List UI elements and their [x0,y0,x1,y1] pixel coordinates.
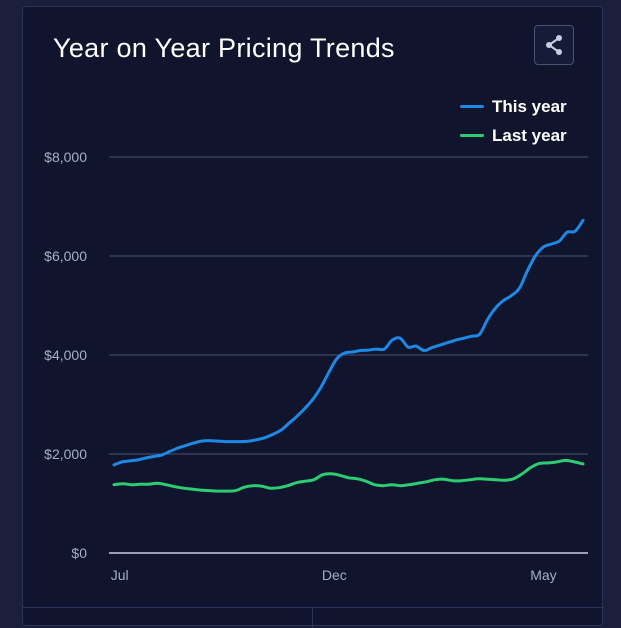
legend-label-last-year: Last year [492,125,567,145]
y-tick-label: $2,000 [44,446,87,462]
share-icon [546,35,562,55]
legend-swatch-last-year [460,134,484,137]
y-tick-label: $8,000 [44,149,87,165]
y-tick-label: $0 [71,545,87,561]
card-footer [23,607,604,628]
x-tick-label: May [530,567,556,583]
share-button[interactable] [534,25,574,65]
x-tick-label: Jul [111,567,129,583]
chart-legend: This year Last year [460,92,567,150]
y-tick-label: $4,000 [44,347,87,363]
chart-card: Year on Year Pricing Trends This year La… [22,6,604,628]
legend-label-this-year: This year [492,96,567,116]
x-tick-label: Dec [322,567,347,583]
series-line-this-year [112,218,585,467]
footer-divider [312,608,313,628]
legend-swatch-this-year [460,105,484,108]
legend-item-this-year[interactable]: This year [460,92,567,121]
chart-title: Year on Year Pricing Trends [53,33,395,63]
line-chart: $0 $2,000 $4,000 $6,000 $8,000 Jul Dec May [44,149,588,583]
y-tick-label: $6,000 [44,248,87,264]
series-line-last-year [112,458,585,493]
legend-item-last-year[interactable]: Last year [460,121,567,150]
